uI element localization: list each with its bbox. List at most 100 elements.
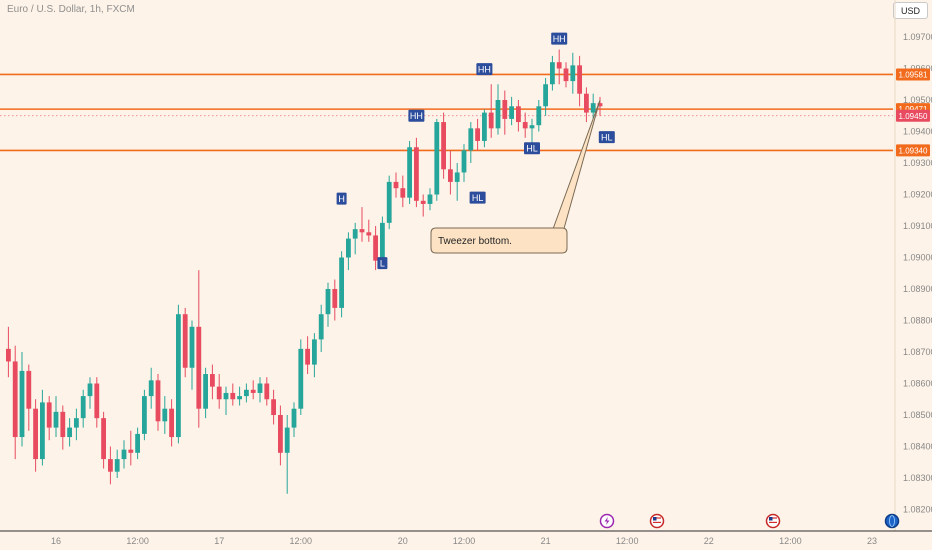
candle xyxy=(359,207,365,242)
candle xyxy=(60,405,66,450)
pivot-marker-label: HH xyxy=(553,34,566,44)
candle xyxy=(427,188,433,211)
pivot-marker: HH xyxy=(408,109,425,122)
candle xyxy=(509,96,514,126)
candle-body xyxy=(536,106,542,126)
candle-body xyxy=(373,235,378,261)
time-tick-label: 23 xyxy=(867,536,877,546)
candle-body xyxy=(142,396,147,434)
time-tick-label: 17 xyxy=(214,536,224,546)
pivot-marker: HH xyxy=(476,63,493,76)
price-tick-label: 1.08400 xyxy=(903,442,932,452)
candle-body xyxy=(529,125,535,129)
level-price-tag-box xyxy=(896,68,930,81)
globe-icon-meridian xyxy=(889,515,895,527)
candle xyxy=(346,232,351,271)
candle xyxy=(182,307,188,378)
candle-body xyxy=(87,383,93,397)
us-flag-icon xyxy=(649,513,665,529)
pivot-marker-box xyxy=(598,131,615,144)
candle-body xyxy=(509,106,514,119)
candle xyxy=(40,389,45,466)
candle xyxy=(461,144,467,182)
candle-body xyxy=(502,100,508,119)
callout-pointer xyxy=(552,99,601,233)
candle-body xyxy=(203,374,208,409)
candle xyxy=(543,77,548,116)
candle xyxy=(318,304,324,352)
candle-body xyxy=(210,374,215,387)
candle-body xyxy=(522,122,528,129)
candle-body xyxy=(60,411,66,438)
candle xyxy=(244,383,249,403)
candle-body xyxy=(488,112,494,129)
candle xyxy=(556,49,562,85)
candle xyxy=(502,90,508,135)
pivot-marker-box xyxy=(551,32,568,45)
candle-body xyxy=(563,68,569,82)
candle xyxy=(155,374,161,431)
tweezer-callout[interactable]: Tweezer bottom. xyxy=(430,99,601,254)
candle xyxy=(366,219,372,242)
candle xyxy=(536,100,542,132)
level-price-tag-text: 1.09471 xyxy=(899,105,928,114)
candle xyxy=(400,175,406,208)
candle-body xyxy=(284,427,290,453)
price-tick-label: 1.09300 xyxy=(903,158,932,168)
candle xyxy=(305,336,310,375)
candle-body xyxy=(128,449,134,453)
pivot-marker: H xyxy=(336,192,347,205)
candle xyxy=(278,405,283,466)
time-tick-label: 21 xyxy=(541,536,551,546)
candle-body xyxy=(244,389,249,397)
pivot-marker-label: HH xyxy=(478,64,491,74)
candle xyxy=(577,55,582,107)
candle-body xyxy=(434,122,440,195)
candle xyxy=(373,226,378,271)
candle-body xyxy=(74,418,79,428)
pivot-marker-box xyxy=(524,142,540,155)
candle xyxy=(6,326,11,378)
candle xyxy=(550,55,555,91)
candle xyxy=(325,282,331,327)
time-tick-label: 12:00 xyxy=(290,536,313,546)
price-tick-label: 1.09000 xyxy=(903,253,932,263)
candle-body xyxy=(420,200,426,204)
candle xyxy=(475,118,480,151)
candle-body xyxy=(366,232,372,236)
candle xyxy=(488,84,494,138)
candle xyxy=(196,270,202,428)
candle-body xyxy=(169,408,174,438)
level-price-tag-text: 1.09581 xyxy=(899,70,928,79)
candle xyxy=(264,377,270,406)
candle-body xyxy=(6,348,11,362)
candle xyxy=(223,386,229,415)
candle-body xyxy=(114,459,120,472)
candle-body xyxy=(257,383,263,393)
candle xyxy=(284,415,290,494)
candle-body xyxy=(53,411,59,428)
candle-body xyxy=(176,314,181,438)
candle-body xyxy=(448,169,453,182)
candle xyxy=(189,320,195,390)
candle xyxy=(522,112,528,138)
candle-body xyxy=(291,408,297,428)
currency-button[interactable]: USD xyxy=(893,2,928,19)
candle xyxy=(495,84,501,135)
candle-body xyxy=(325,289,331,315)
time-axis[interactable]: 1612:001712:002012:002112:002212:002312:… xyxy=(0,530,932,546)
price-tick-label: 1.09200 xyxy=(903,190,932,200)
time-tick-label: 12:00 xyxy=(126,536,149,546)
candle-body xyxy=(26,370,32,409)
candle xyxy=(584,87,589,123)
candle xyxy=(80,389,86,428)
candle-body xyxy=(223,392,229,400)
pivot-marker-box xyxy=(336,192,347,205)
pivot-marker-box xyxy=(377,257,388,270)
candle-body xyxy=(148,380,154,397)
candle-body xyxy=(380,222,385,261)
candle xyxy=(352,222,358,255)
candle-body xyxy=(550,62,555,85)
